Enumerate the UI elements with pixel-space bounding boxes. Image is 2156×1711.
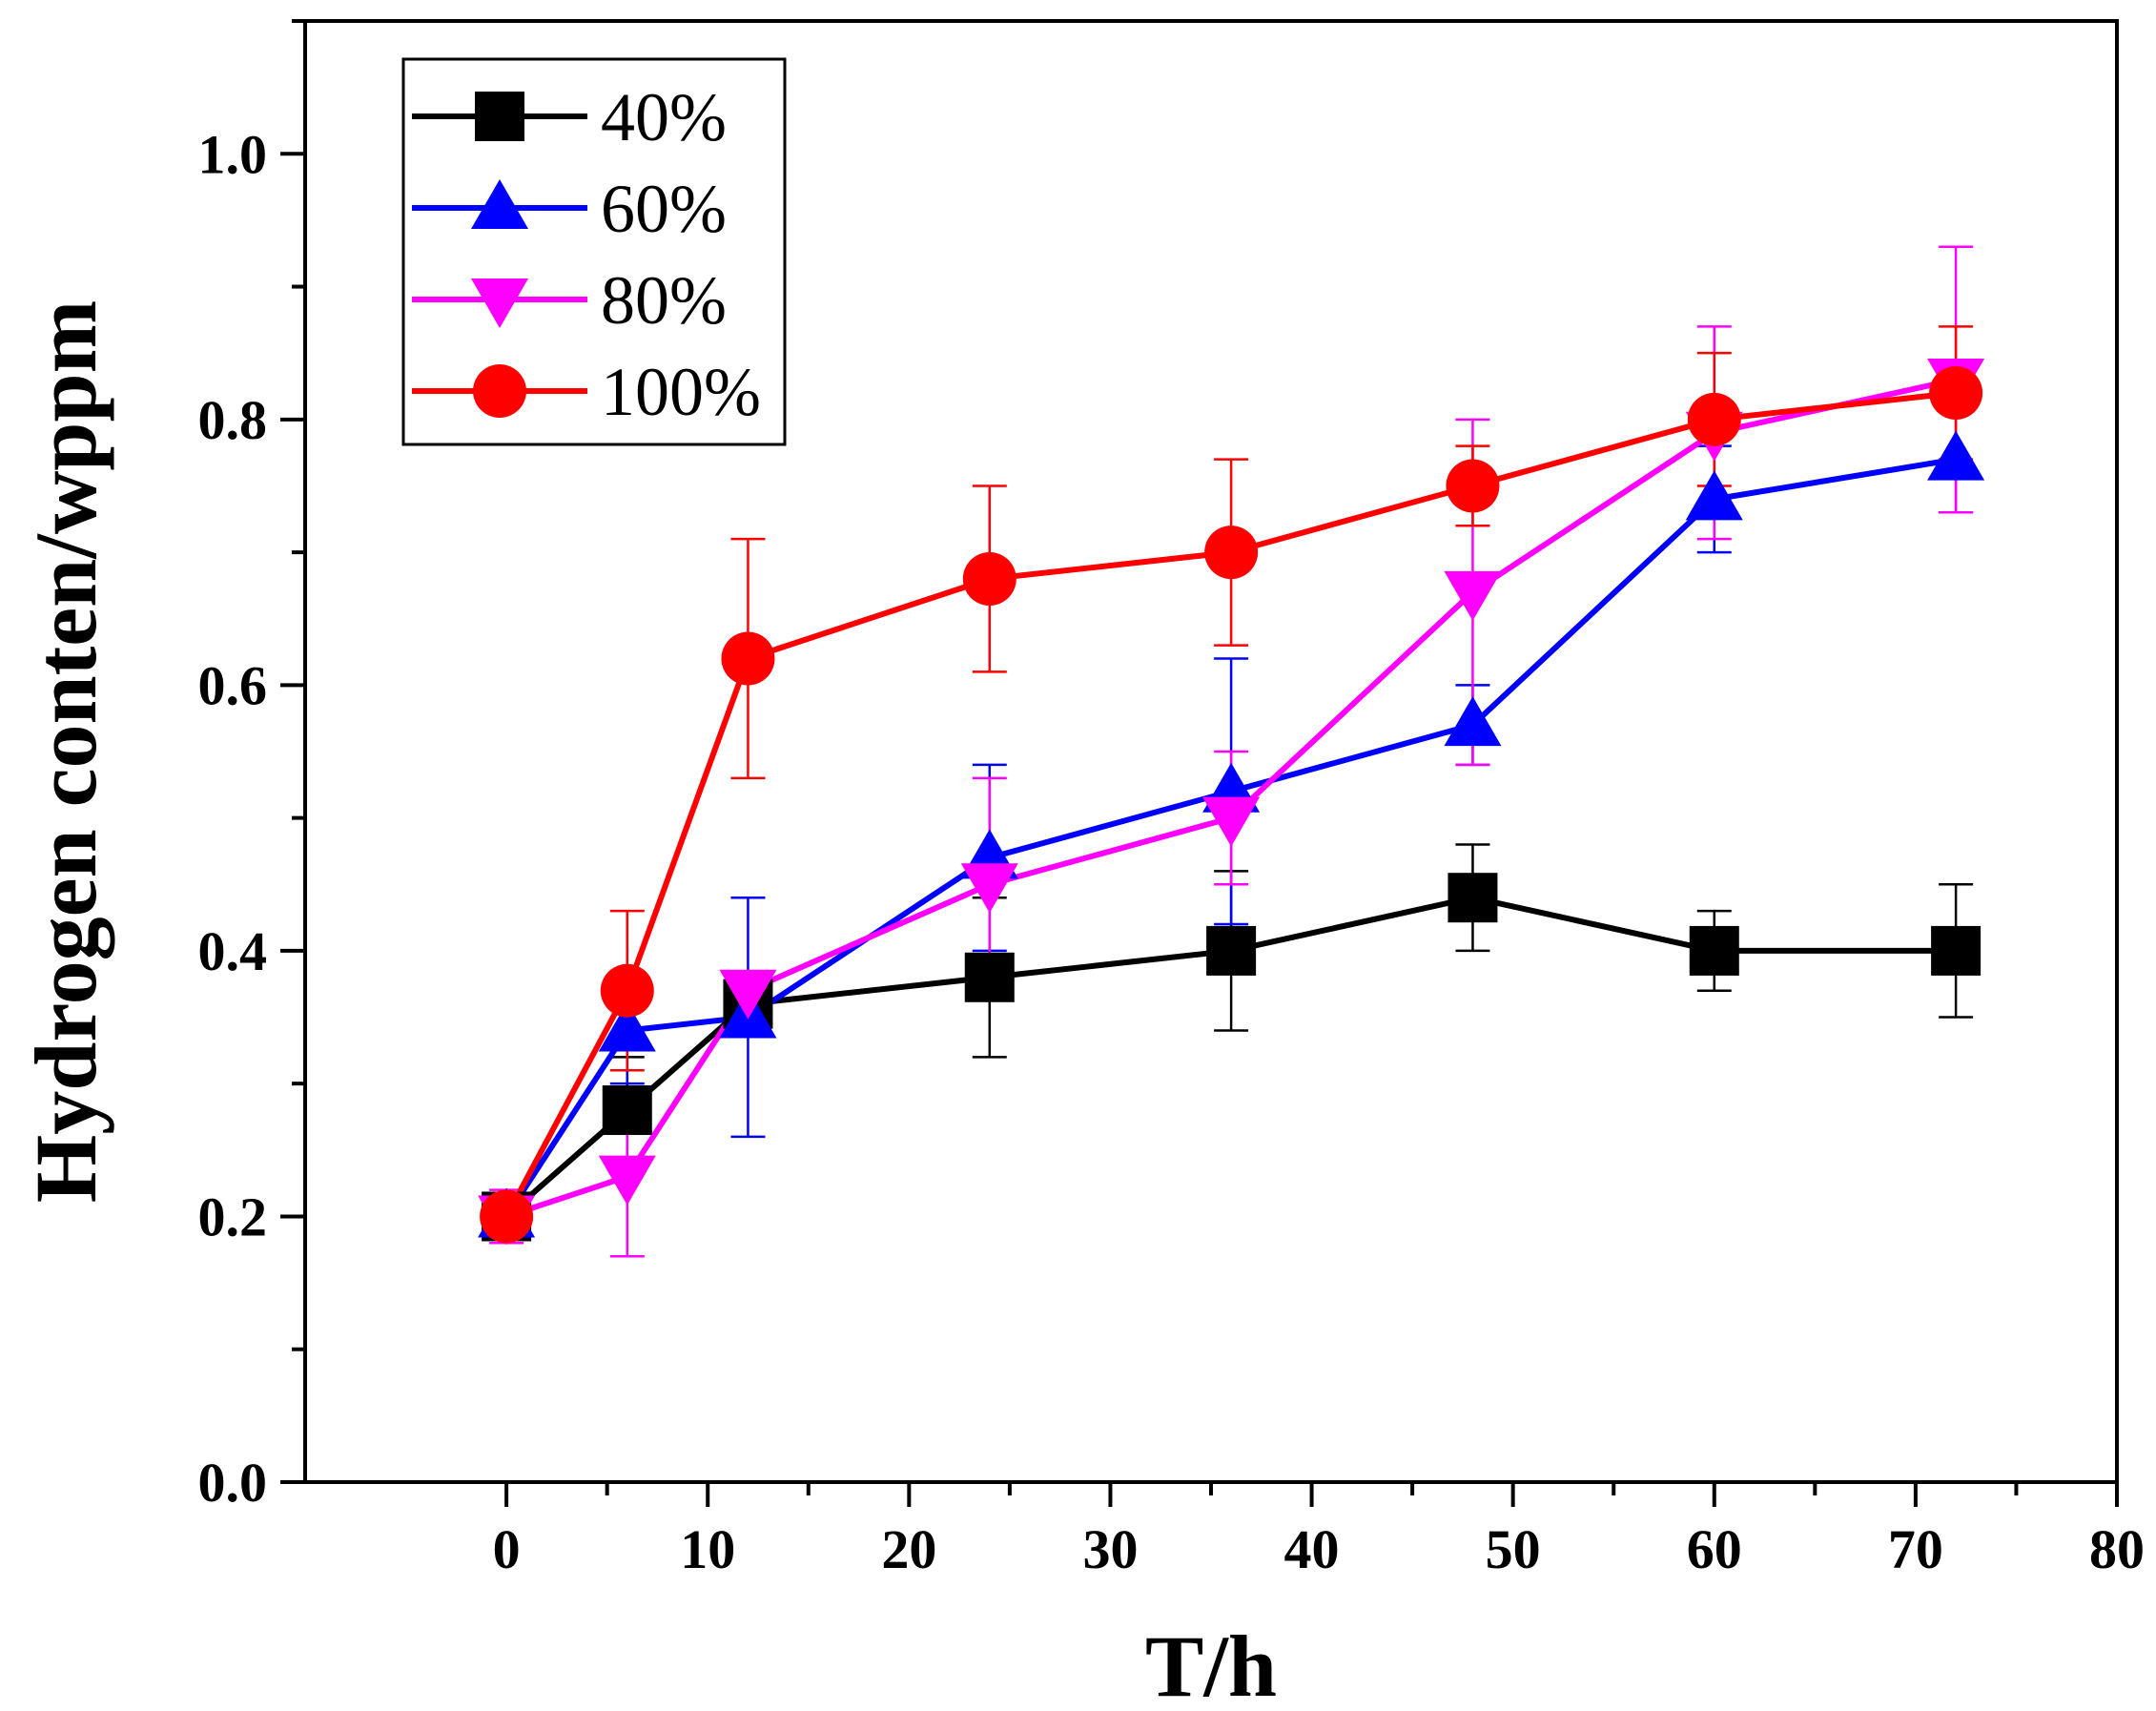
x-tick-label: 70 [1888, 1518, 1943, 1580]
series-line-60pct [503, 456, 1957, 1219]
x-tick-label: 60 [1687, 1518, 1742, 1580]
x-tick-label: 50 [1486, 1518, 1541, 1580]
x-tick-label: 0 [493, 1518, 521, 1580]
data-point-100pct [962, 551, 1016, 606]
y-tick-label: 0.8 [198, 389, 268, 451]
legend-frame [401, 57, 787, 446]
legend-label-80pct: 80% [601, 262, 727, 339]
data-point-100pct [1204, 526, 1259, 580]
y-tick-label: 0.2 [198, 1185, 268, 1247]
legend: 40% 60% 80% 100% [401, 57, 787, 446]
data-point-40pct [1931, 925, 1981, 976]
data-point-80pct [598, 1155, 656, 1206]
x-tick-label: 40 [1284, 1518, 1340, 1580]
x-tick-label: 20 [881, 1518, 936, 1580]
series-line-100pct [503, 389, 1957, 1218]
data-point-40pct [1689, 925, 1739, 976]
legend-marker-100pct [473, 364, 526, 418]
legend-label-40pct: 40% [601, 79, 727, 155]
series-line-80pct [505, 377, 1957, 1220]
data-point-100pct [600, 963, 654, 1018]
series-lines [503, 377, 1957, 1220]
legend-marker-80pct [471, 278, 528, 328]
data-point-60pct [598, 1001, 656, 1052]
data-point-80pct [719, 969, 777, 1020]
data-point-60pct [1685, 470, 1743, 521]
data-point-100pct [1929, 365, 1983, 420]
legend-marker-60pct [471, 179, 528, 229]
data-point-100pct [1687, 392, 1741, 446]
data-point-60pct [1927, 430, 1985, 481]
data-point-60pct [1444, 696, 1502, 747]
x-tick-label: 30 [1082, 1518, 1138, 1580]
data-point-40pct [602, 1085, 652, 1136]
data-point-40pct [964, 952, 1015, 1002]
y-tick-label: 1.0 [198, 123, 268, 185]
x-tick-label: 10 [680, 1518, 735, 1580]
x-axis-title: T/h [1145, 1618, 1277, 1711]
series-markers [478, 359, 1985, 1246]
data-point-100pct [721, 631, 775, 686]
data-point-80pct [1444, 570, 1502, 621]
data-point-40pct [1206, 925, 1257, 976]
y-tick-label: 0.4 [198, 920, 268, 982]
legend-marker-40pct [475, 92, 524, 141]
legend-label-100pct: 100% [601, 354, 761, 430]
y-tick-label: 0.0 [198, 1452, 268, 1514]
axis-ticks: 0 10 20 30 40 50 60 70 80 0.0 0.2 0.4 0.6 0.8 1.0 [198, 19, 2145, 1580]
y-tick-label: 0.6 [198, 654, 268, 716]
x-tick-label: 80 [2089, 1518, 2145, 1580]
legend-label-60pct: 60% [601, 171, 727, 247]
data-point-100pct [480, 1189, 534, 1244]
data-point-40pct [1448, 873, 1498, 923]
data-point-80pct [960, 863, 1018, 914]
y-axis-title: Hydrogen conten/wppm [17, 300, 114, 1204]
data-point-80pct [1202, 796, 1261, 847]
data-point-100pct [1446, 459, 1500, 513]
